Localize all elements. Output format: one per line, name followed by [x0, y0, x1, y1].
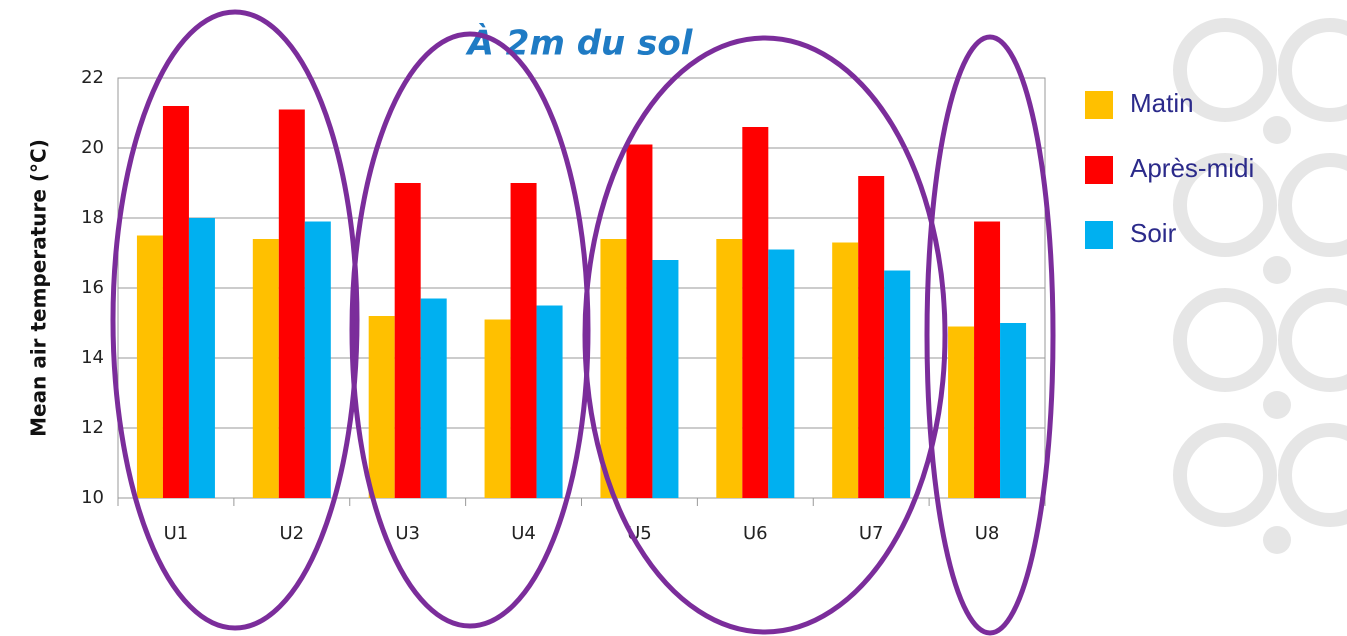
bar [278, 109, 305, 498]
bar [252, 239, 279, 498]
bar [742, 127, 769, 498]
legend-label: Après-midi [1130, 153, 1254, 183]
bar [948, 326, 975, 498]
bar [484, 319, 511, 498]
bar [394, 183, 421, 498]
y-tick-label: 14 [81, 347, 104, 368]
y-tick-label: 16 [81, 277, 104, 298]
legend-swatch [1085, 156, 1113, 184]
x-tick-label: U2 [279, 523, 304, 544]
bar [1000, 323, 1027, 498]
background-dots [1263, 116, 1291, 554]
x-tick-label: U8 [975, 523, 1000, 544]
annotation-ellipses [110, 9, 1056, 636]
bar [858, 176, 885, 498]
y-tick-label: 20 [81, 137, 104, 158]
legend-label: Matin [1130, 88, 1194, 118]
bar [368, 316, 395, 498]
y-tick-label: 10 [81, 487, 104, 508]
x-tick-label: U6 [743, 523, 768, 544]
x-tick-label: U3 [395, 523, 420, 544]
bar [600, 239, 627, 498]
y-axis-label: Mean air temperature (°C) [27, 139, 51, 437]
background-decoration [1173, 18, 1347, 527]
bar [716, 239, 743, 498]
x-tick-label: U4 [511, 523, 536, 544]
bar [420, 298, 447, 498]
y-tick-label: 22 [81, 67, 104, 88]
bar [768, 249, 795, 498]
bar [188, 218, 215, 498]
x-tick-label: U7 [859, 523, 884, 544]
bar [832, 242, 859, 498]
bar [974, 221, 1001, 498]
y-tick-label: 18 [81, 207, 104, 228]
bar [136, 235, 163, 498]
bar [304, 221, 331, 498]
bar [652, 260, 679, 498]
x-tick-label: U1 [164, 523, 189, 544]
bar [626, 144, 653, 498]
legend-swatch [1085, 91, 1113, 119]
legend-swatch [1085, 221, 1113, 249]
y-tick-label: 12 [81, 417, 104, 438]
legend-label: Soir [1130, 218, 1177, 248]
bar [536, 305, 563, 498]
bar [162, 106, 189, 498]
bar [884, 270, 911, 498]
bar [510, 183, 537, 498]
